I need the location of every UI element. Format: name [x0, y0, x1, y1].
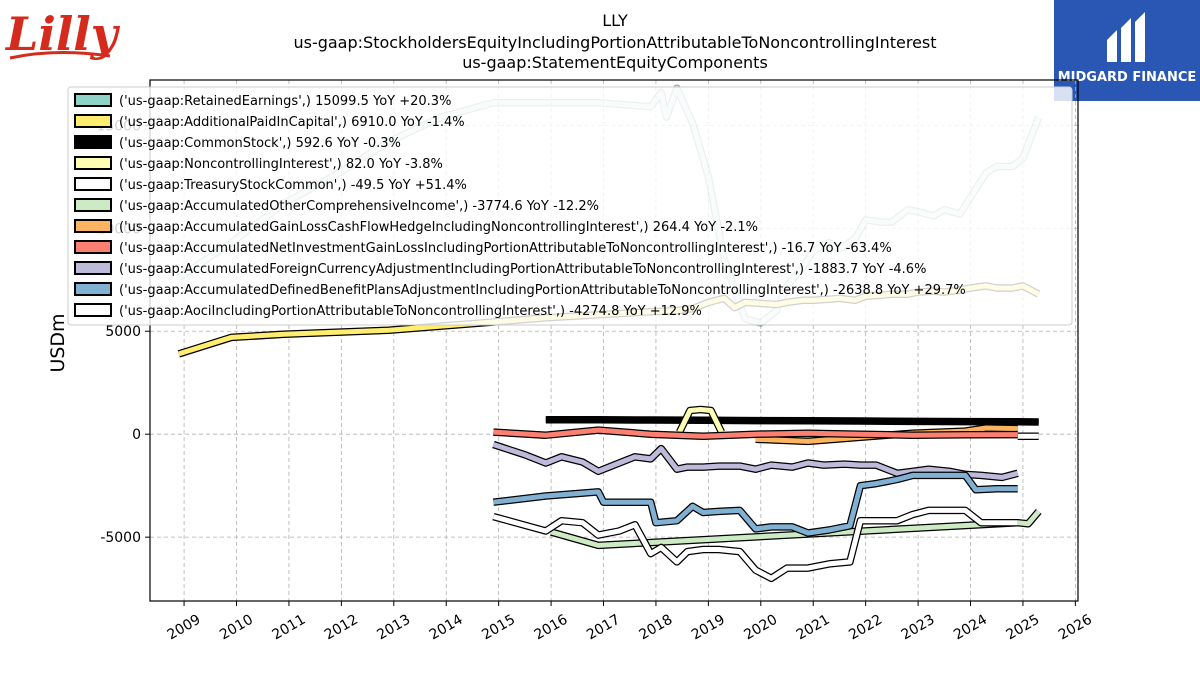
legend-swatch — [74, 261, 112, 275]
midgard-logo: MIDGARD FINANCE — [1054, 0, 1200, 101]
legend-swatch — [74, 156, 112, 170]
legend-label: ('us-gaap:RetainedEarnings',) 15099.5 Yo… — [119, 94, 451, 109]
x-tick-label: 2025 — [1004, 612, 1043, 644]
x-tick-label: 2009 — [165, 612, 204, 644]
series-line — [492, 442, 1019, 480]
legend-label: ('us-gaap:NoncontrollingInterest',) 82.0… — [119, 157, 443, 172]
legend-label: ('us-gaap:AccumulatedDefinedBenefitPlans… — [119, 283, 966, 298]
legend-label: ('us-gaap:AociIncludingPortionAttributab… — [119, 304, 702, 319]
x-tick-label: 2014 — [427, 612, 466, 644]
legend-swatch — [74, 135, 112, 149]
legend-label: ('us-gaap:AccumulatedOtherComprehensiveI… — [119, 199, 599, 214]
x-tick-label: 2016 — [532, 612, 571, 644]
y-tick-label: 0 — [132, 427, 141, 443]
series-4 — [676, 405, 725, 434]
legend-item: ('us-gaap:AccumulatedForeignCurrencyAdju… — [74, 261, 926, 277]
x-tick-label: 2023 — [899, 612, 938, 644]
legend: ('us-gaap:RetainedEarnings',) 15099.5 Yo… — [67, 86, 1073, 326]
midgard-logo-text: MIDGARD FINANCE — [1058, 70, 1197, 85]
legend-item: ('us-gaap:NoncontrollingInterest',) 82.0… — [74, 156, 443, 172]
legend-box — [67, 86, 1073, 326]
legend-label: ('us-gaap:AccumulatedNetInvestmentGainLo… — [119, 241, 892, 256]
legend-item: ('us-gaap:AociIncludingPortionAttributab… — [74, 303, 702, 319]
legend-item: ('us-gaap:TreasuryStockCommon',) -49.5 Y… — [74, 177, 467, 193]
legend-swatch — [74, 282, 112, 296]
series-8 — [493, 426, 1018, 441]
series-3 — [545, 416, 1039, 426]
y-tick-label: -5000 — [100, 530, 141, 546]
x-tick-label: 2010 — [217, 612, 256, 644]
legend-item: ('us-gaap:AccumulatedDefinedBenefitPlans… — [74, 282, 966, 298]
x-tick-label: 2022 — [846, 612, 885, 644]
legend-swatch — [74, 303, 112, 317]
legend-item: ('us-gaap:AccumulatedGainLossCashFlowHed… — [74, 219, 758, 235]
series-line — [493, 472, 1018, 536]
legend-swatch — [74, 219, 112, 233]
x-tick-label: 2017 — [584, 612, 623, 644]
series-line — [677, 407, 724, 434]
x-tick-label: 2015 — [479, 612, 518, 644]
legend-swatch — [74, 240, 112, 254]
x-tick-label: 2021 — [794, 612, 833, 644]
x-tick-label: 2019 — [689, 612, 728, 644]
chart-subtitle-1: us-gaap:StockholdersEquityIncludingPorti… — [293, 33, 936, 52]
series-line — [493, 427, 1018, 439]
legend-label: ('us-gaap:CommonStock',) 592.6 YoY -0.3% — [119, 136, 401, 151]
legend-item: ('us-gaap:CommonStock',) 592.6 YoY -0.3% — [74, 135, 401, 151]
legend-swatch — [74, 93, 112, 107]
legend-label: ('us-gaap:AdditionalPaidInCapital',) 691… — [119, 115, 465, 130]
x-tick-label: 2024 — [951, 612, 990, 644]
legend-item: ('us-gaap:AccumulatedNetInvestmentGainLo… — [74, 240, 892, 256]
x-tick-label: 2012 — [322, 612, 361, 644]
series-11 — [492, 506, 1018, 583]
legend-label: ('us-gaap:AccumulatedGainLossCashFlowHed… — [119, 220, 758, 235]
legend-swatch — [74, 198, 112, 212]
lilly-logo-swash — [9, 50, 111, 60]
plot-frame — [149, 79, 1079, 602]
x-tick-label: 2018 — [637, 612, 676, 644]
legend-item: ('us-gaap:RetainedEarnings',) 15099.5 Yo… — [74, 93, 451, 109]
x-tick-label: 2013 — [374, 612, 413, 644]
x-tick-label: 2026 — [1056, 612, 1095, 644]
chart-subtitle-2: us-gaap:StatementEquityComponents — [462, 53, 768, 72]
legend-swatch — [74, 114, 112, 128]
legend-swatch — [74, 177, 112, 191]
legend-item: ('us-gaap:AccumulatedOtherComprehensiveI… — [74, 198, 599, 214]
chart-title: LLY — [602, 11, 628, 30]
y-axis-label: USDm — [47, 313, 69, 372]
series-line — [492, 507, 1018, 581]
lilly-logo: Lilly — [4, 7, 121, 61]
legend-item: ('us-gaap:AdditionalPaidInCapital',) 691… — [74, 114, 465, 130]
x-tick-label: 2011 — [270, 612, 309, 644]
y-tick-label: 5000 — [105, 324, 141, 340]
legend-label: ('us-gaap:TreasuryStockCommon',) -49.5 Y… — [119, 178, 467, 193]
series-line — [545, 417, 1039, 425]
x-tick-label: 2020 — [741, 612, 780, 644]
series-9 — [492, 440, 1019, 482]
midgard-emblem-icon — [1107, 12, 1145, 62]
series-10 — [492, 471, 1018, 537]
legend-label: ('us-gaap:AccumulatedForeignCurrencyAdju… — [119, 262, 926, 277]
